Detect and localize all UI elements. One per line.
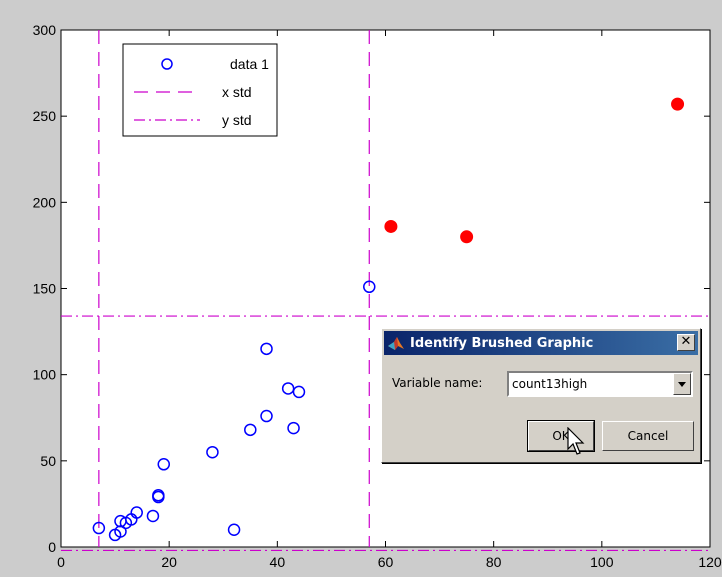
brushed-point [671, 97, 685, 111]
y-tick-label: 250 [33, 108, 57, 124]
axis-tick-labels: 0 20 40 60 80 100 120 0 50 100 150 200 250 300 [33, 22, 722, 570]
data-point [363, 280, 376, 294]
brushed-point [460, 230, 474, 244]
y-tick-label: 0 [48, 539, 56, 555]
data-point [157, 458, 171, 471]
y-tick-label: 100 [33, 367, 57, 383]
y-tick-label: 150 [33, 281, 57, 297]
close-button[interactable]: ✕ [677, 334, 695, 351]
x-tick-label: 0 [57, 554, 65, 570]
legend-label-xstd: x std [222, 84, 252, 100]
cancel-button[interactable]: Cancel [602, 421, 694, 451]
data-point [260, 342, 273, 356]
brushed-point [384, 219, 398, 233]
data-point [292, 385, 306, 399]
y-tick-label: 300 [33, 22, 57, 38]
data-point [281, 382, 295, 395]
dialog-titlebar[interactable]: Identify Brushed Graphic ✕ [384, 331, 698, 355]
x-tick-label: 120 [698, 554, 722, 570]
x-tick-label: 60 [378, 554, 394, 570]
data-point [227, 523, 241, 537]
close-icon: ✕ [680, 334, 692, 349]
legend-label-ystd: y std [222, 112, 252, 128]
ok-button[interactable]: OK [527, 420, 595, 452]
x-tick-label: 80 [486, 554, 502, 570]
reference-lines [61, 30, 710, 552]
axis-ticks [60, 29, 711, 548]
data-point [287, 421, 300, 435]
data-point [244, 423, 257, 437]
x-tick-label: 100 [590, 554, 614, 570]
y-tick-label: 200 [33, 194, 57, 210]
x-tick-label: 20 [161, 554, 177, 570]
identify-brushed-graphic-dialog: Identify Brushed Graphic ✕ Variable name… [381, 328, 701, 463]
variable-name-input[interactable] [512, 375, 660, 393]
data-point [130, 506, 143, 519]
dialog-title: Identify Brushed Graphic [410, 335, 594, 351]
legend-data1-marker [161, 58, 173, 70]
legend-label-data1: data 1 [230, 56, 269, 72]
data-point [152, 489, 165, 502]
matlab-logo-icon [388, 337, 404, 350]
y-tick-label: 50 [40, 453, 56, 469]
data-point [260, 409, 273, 423]
chevron-down-icon [678, 382, 686, 387]
data-markers [92, 97, 685, 542]
x-tick-label: 40 [270, 554, 286, 570]
data-point [206, 445, 219, 459]
variable-name-combobox[interactable] [507, 371, 693, 397]
legend-box [122, 43, 278, 137]
variable-name-label: Variable name: [392, 376, 483, 390]
data-point [146, 509, 160, 523]
mouse-pointer-icon [567, 427, 585, 455]
data-point [92, 521, 106, 535]
variable-dropdown-button[interactable] [673, 373, 691, 395]
legend: data 1 x std y std [122, 43, 278, 137]
